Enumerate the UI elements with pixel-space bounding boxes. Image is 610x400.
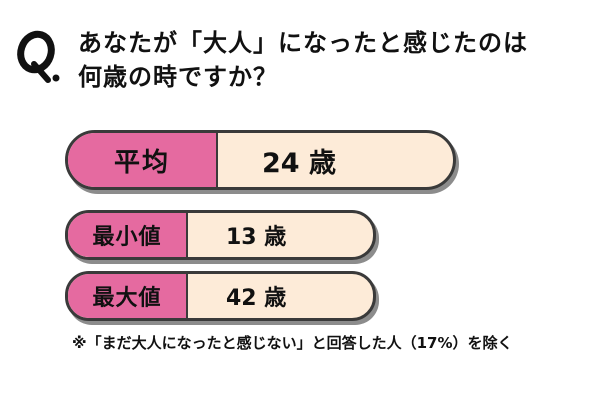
average-value: 24 歳: [262, 147, 336, 179]
footnote: ※「まだ大人になったと感じない」と回答した人（17%）を除く: [72, 334, 513, 352]
average-pill: 平均 24 歳: [65, 130, 456, 190]
min-label: 最小値: [68, 213, 188, 257]
average-label: 平均: [68, 133, 218, 187]
question-line-1: あなたが「大人」になったと感じたのは: [78, 29, 528, 57]
question-text: あなたが「大人」になったと感じたのは 何歳の時ですか？: [78, 26, 528, 94]
max-pill: 最大値 42 歳: [65, 271, 376, 321]
question-line-2: 何歳の時ですか？: [78, 63, 278, 91]
max-value: 42 歳: [226, 286, 287, 311]
max-label: 最大値: [68, 274, 188, 318]
min-pill: 最小値 13 歳: [65, 210, 376, 260]
q-letter-icon: [14, 26, 62, 86]
min-value: 13 歳: [226, 225, 287, 250]
